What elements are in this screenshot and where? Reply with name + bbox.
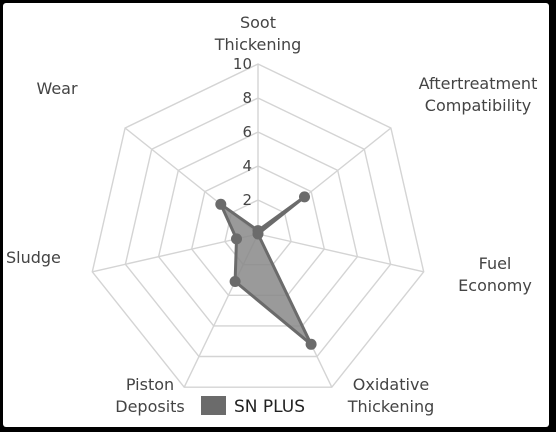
grid-ring-10 <box>91 63 425 388</box>
axis-label-line: Piston <box>126 375 174 394</box>
axis-label-line: Thickening <box>214 35 302 54</box>
grid-ring-6 <box>157 131 359 327</box>
axis-label-line: Deposits <box>115 397 185 416</box>
axis-label: Piston Deposits <box>115 375 185 416</box>
axis-label-line: Compatibility <box>425 96 531 115</box>
axis-label-line: Oxidative <box>353 375 430 394</box>
axis-label-line: Aftertreatment <box>419 74 538 93</box>
data-point <box>231 233 242 245</box>
tick-label: 2 <box>242 191 252 209</box>
axis-label: Fuel Economy <box>458 254 532 295</box>
legend-label: SN PLUS <box>234 397 305 417</box>
tick-label: 6 <box>242 123 252 141</box>
axis-label: Oxidative Thickening <box>347 375 435 416</box>
axis-label: Soot Thickening <box>214 13 302 54</box>
data-point <box>215 198 227 210</box>
grid-spoke <box>257 233 424 273</box>
radar-chart: 2 4 6 8 10 Soot Thickening Aftertreatment Compat… <box>6 13 537 417</box>
chart-panel: 2 4 6 8 10 Soot Thickening Aftertreatment Compat… <box>3 3 549 427</box>
axis-label-line: Wear <box>36 79 78 98</box>
data-point <box>229 276 241 287</box>
axis-label: Sludge <box>6 248 61 267</box>
axis-label: Wear <box>36 79 78 98</box>
axis-label-line: Fuel <box>479 254 512 273</box>
data-point <box>252 228 264 240</box>
axis-label-line: Sludge <box>6 248 61 267</box>
tick-label: 10 <box>233 55 252 73</box>
legend-swatch <box>201 396 226 415</box>
data-point <box>305 338 317 350</box>
axis-label: Aftertreatment Compatibility <box>419 74 538 115</box>
grid-spoke <box>92 233 259 273</box>
series-area <box>219 195 313 346</box>
data-point <box>299 191 310 203</box>
grid-ring-8 <box>124 97 392 358</box>
tick-label: 4 <box>242 157 252 175</box>
legend: SN PLUS <box>201 396 305 417</box>
tick-label: 8 <box>242 89 252 107</box>
axis-label-line: Soot <box>240 13 276 32</box>
axis-label-line: Economy <box>458 276 532 295</box>
label-layer: 2 4 6 8 10 Soot Thickening Aftertreatment Compat… <box>6 13 537 416</box>
series-layer <box>215 191 317 350</box>
axis-label-line: Thickening <box>347 397 435 416</box>
